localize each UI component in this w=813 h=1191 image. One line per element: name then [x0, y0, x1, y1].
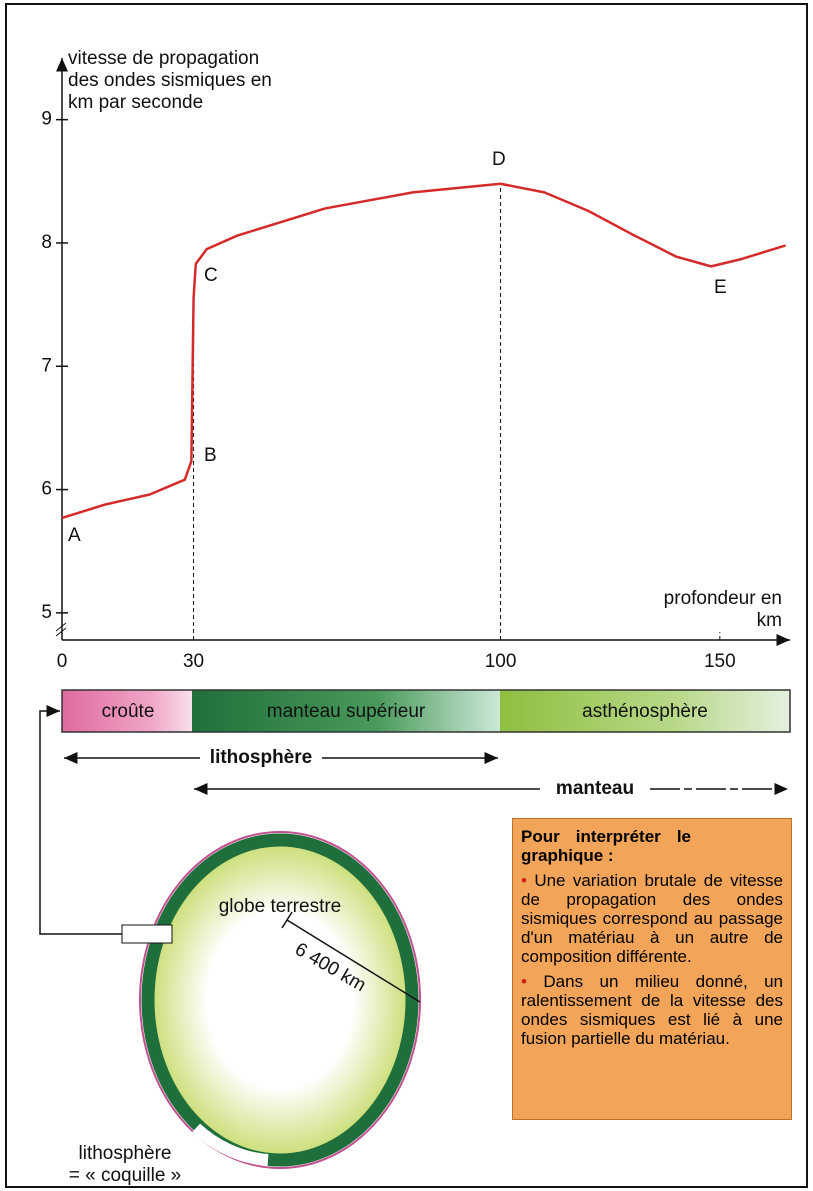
page: croûte manteau supérieur asthénosphère l…: [0, 0, 813, 1191]
point-label: B: [204, 445, 217, 466]
shell-label: = « coquille »: [69, 1165, 182, 1186]
y-tick-label: 5: [41, 602, 52, 623]
mantle-label: manteau: [556, 778, 634, 799]
y-tick-label: 7: [41, 355, 52, 376]
data-line: [62, 184, 786, 518]
x-axis-title: profondeur en km: [660, 588, 782, 632]
note-text: Dans un milieu donné, un ralentissement …: [521, 972, 783, 1048]
layer-label: croûte: [102, 701, 155, 722]
x-tick-label: 150: [704, 651, 736, 672]
layer-label: manteau supérieur: [267, 701, 426, 722]
globe: [148, 840, 412, 1160]
point-label: A: [68, 525, 81, 546]
note-text: Une variation brutale de vitesse de prop…: [521, 871, 783, 966]
point-label: C: [204, 265, 218, 286]
x-tick-label: 30: [183, 651, 204, 672]
axis-break: [56, 623, 66, 636]
connector: [40, 711, 122, 934]
note-bullet: • Une variation brutale de vitesse de pr…: [521, 871, 783, 966]
point-label: D: [492, 149, 506, 170]
note-box: Pour interpréter le graphique : • Une va…: [512, 818, 792, 1120]
y-tick-label: 9: [41, 109, 52, 130]
point-label: E: [714, 277, 727, 298]
y-tick-label: 8: [41, 232, 52, 253]
shell-label: lithosphère: [79, 1143, 172, 1164]
lithosphere-label: lithosphère: [210, 747, 312, 768]
note-title: Pour interpréter le graphique :: [521, 827, 691, 865]
globe-label: globe terrestre: [219, 896, 342, 917]
layer-label: asthénosphère: [582, 701, 708, 722]
note-bullet: • Dans un milieu donné, un ralentissemen…: [521, 972, 783, 1048]
x-tick-label: 0: [57, 651, 68, 672]
x-tick-label: 100: [485, 651, 517, 672]
y-tick-label: 6: [41, 479, 52, 500]
sample-box: [122, 925, 172, 943]
y-axis-title: vitesse de propagation des ondes sismiqu…: [68, 48, 283, 114]
